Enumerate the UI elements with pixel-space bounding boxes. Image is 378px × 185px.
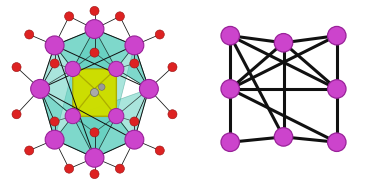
Polygon shape xyxy=(73,89,149,140)
Polygon shape xyxy=(40,45,73,116)
Circle shape xyxy=(221,133,239,152)
Circle shape xyxy=(168,63,177,72)
Circle shape xyxy=(90,169,99,179)
Polygon shape xyxy=(54,29,149,89)
Polygon shape xyxy=(73,69,94,116)
Polygon shape xyxy=(116,45,149,116)
Circle shape xyxy=(65,108,81,124)
Circle shape xyxy=(65,164,74,173)
Polygon shape xyxy=(73,29,135,69)
Circle shape xyxy=(274,33,293,52)
Circle shape xyxy=(108,61,124,77)
Circle shape xyxy=(115,164,124,173)
Circle shape xyxy=(45,130,64,149)
Circle shape xyxy=(139,79,158,98)
Circle shape xyxy=(90,48,99,57)
Polygon shape xyxy=(73,69,116,116)
Circle shape xyxy=(115,12,124,21)
Circle shape xyxy=(328,133,346,152)
Circle shape xyxy=(50,59,59,68)
Circle shape xyxy=(12,63,21,72)
Circle shape xyxy=(99,84,105,90)
Circle shape xyxy=(25,30,34,39)
Circle shape xyxy=(90,128,99,137)
Polygon shape xyxy=(54,29,116,69)
Circle shape xyxy=(31,79,50,98)
Polygon shape xyxy=(94,69,116,116)
Circle shape xyxy=(85,20,104,38)
Circle shape xyxy=(155,30,164,39)
Circle shape xyxy=(130,59,139,68)
Circle shape xyxy=(221,26,239,45)
Circle shape xyxy=(168,110,177,119)
Circle shape xyxy=(144,88,153,97)
Polygon shape xyxy=(40,89,135,158)
Circle shape xyxy=(12,110,21,119)
Circle shape xyxy=(274,128,293,146)
Circle shape xyxy=(25,146,34,155)
Circle shape xyxy=(125,36,144,55)
Circle shape xyxy=(90,6,99,15)
Polygon shape xyxy=(54,116,116,158)
Circle shape xyxy=(328,26,346,45)
Circle shape xyxy=(130,117,139,126)
Polygon shape xyxy=(73,89,116,116)
Circle shape xyxy=(328,80,346,98)
Polygon shape xyxy=(73,69,116,89)
Polygon shape xyxy=(40,69,73,140)
Circle shape xyxy=(45,36,64,55)
Circle shape xyxy=(65,61,81,77)
Circle shape xyxy=(90,88,99,97)
Circle shape xyxy=(221,80,239,98)
Circle shape xyxy=(50,117,59,126)
Circle shape xyxy=(85,148,104,167)
Circle shape xyxy=(36,88,45,97)
Circle shape xyxy=(108,108,124,124)
Polygon shape xyxy=(73,116,135,158)
Circle shape xyxy=(65,12,74,21)
Circle shape xyxy=(125,130,144,149)
Circle shape xyxy=(155,146,164,155)
